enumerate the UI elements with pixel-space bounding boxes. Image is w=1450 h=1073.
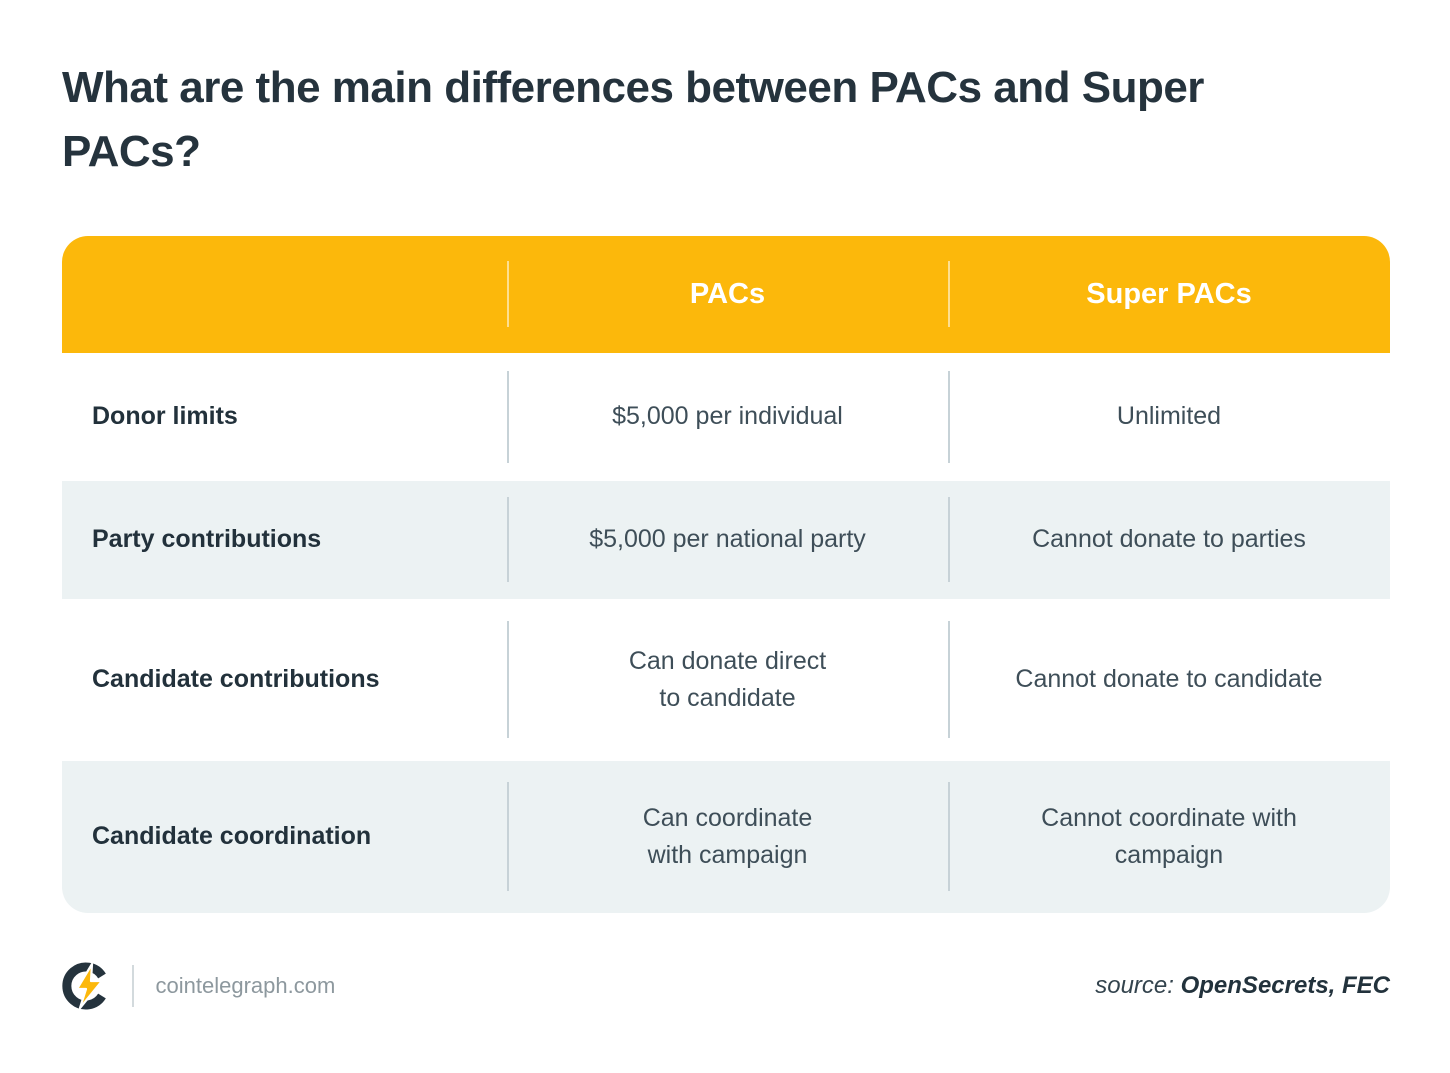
header-cell-pacs: PACs [507, 236, 948, 353]
row-label: Donor limits [92, 402, 238, 431]
header-cell-super-pacs: Super PACs [948, 236, 1390, 353]
cell-super-pacs: Cannot donate to parties [948, 481, 1390, 599]
cell-super-pacs: Cannot coordinate with campaign [948, 761, 1390, 913]
cell-pacs: Can donate direct to candidate [507, 599, 948, 761]
comparison-table: PACs Super PACs Donor limits $5,000 per … [62, 235, 1390, 913]
header-cell-empty [62, 236, 507, 353]
table-row-donor-limits: Donor limits $5,000 per individual Unlim… [62, 352, 1390, 481]
footer: cointelegraph.com source: OpenSecrets, F… [62, 962, 1390, 1010]
row-label: Candidate contributions [92, 665, 380, 694]
row-label: Candidate coordination [92, 822, 372, 851]
cell-pacs: $5,000 per national party [507, 481, 948, 599]
cell-pacs: Can coordinate with campaign [507, 761, 948, 913]
source-label: source: [1095, 972, 1174, 999]
page-title: What are the main differences between PA… [62, 63, 1204, 176]
cointelegraph-logo-icon [62, 962, 106, 1010]
cell-pacs: $5,000 per individual [507, 353, 948, 481]
brand-divider [132, 965, 134, 1007]
source-value: OpenSecrets, FEC [1180, 972, 1390, 999]
source-credit: source: OpenSecrets, FEC [1095, 972, 1390, 1000]
table-row-party-contributions: Party contributions $5,000 per national … [62, 480, 1390, 599]
brand-block: cointelegraph.com [62, 962, 335, 1010]
row-label: Party contributions [92, 525, 322, 554]
cell-super-pacs: Cannot donate to candidate [948, 599, 1390, 761]
cell-super-pacs: Unlimited [948, 353, 1390, 481]
table-row-candidate-coordination: Candidate coordination Can coordinate wi… [62, 760, 1390, 913]
table-header-row: PACs Super PACs [62, 235, 1390, 353]
table-row-candidate-contributions: Candidate contributions Can donate direc… [62, 598, 1390, 761]
site-url[interactable]: cointelegraph.com [155, 973, 336, 998]
